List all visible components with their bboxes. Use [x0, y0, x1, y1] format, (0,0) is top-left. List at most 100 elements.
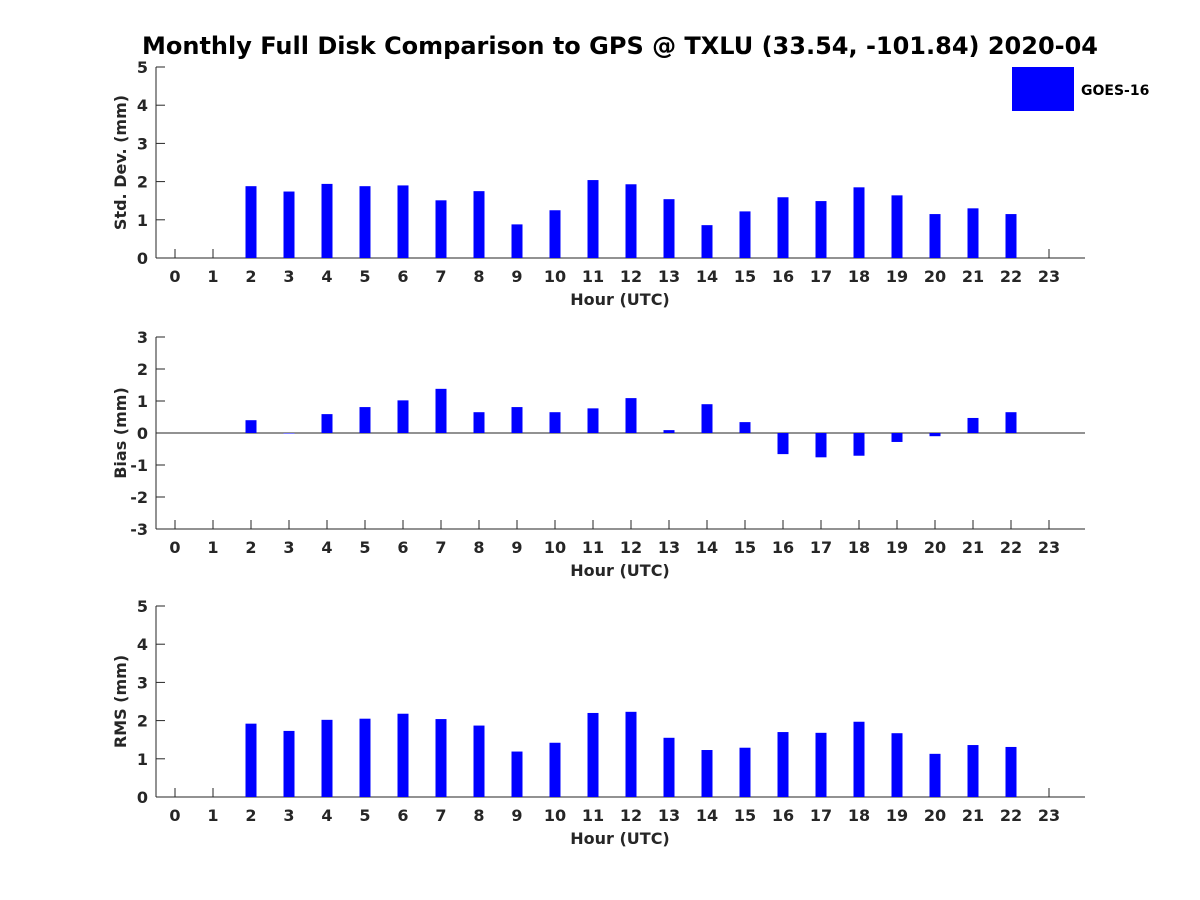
x-tick-label: 16	[772, 538, 794, 557]
x-tick-label: 6	[397, 538, 408, 557]
x-tick-label: 5	[359, 538, 370, 557]
x-tick-label: 14	[696, 267, 718, 286]
bar-hour-14	[701, 225, 713, 258]
x-tick-label: 15	[734, 267, 756, 286]
bar-hour-20	[929, 433, 941, 437]
bar-hour-13	[663, 199, 675, 258]
bar-hour-2	[245, 420, 257, 433]
y-tick-label: 5	[137, 58, 148, 77]
bar-hour-2	[245, 186, 257, 258]
bar-hour-16	[777, 197, 789, 258]
bar-hour-12	[625, 398, 637, 433]
x-tick-label: 17	[810, 806, 832, 825]
x-axis-label: Hour (UTC)	[570, 290, 670, 309]
bar-hour-2	[245, 723, 257, 797]
y-tick-label: 4	[137, 96, 148, 115]
y-tick-label: -1	[130, 456, 148, 475]
x-tick-label: 18	[848, 806, 870, 825]
x-tick-label: 21	[962, 806, 984, 825]
x-tick-label: 19	[886, 806, 908, 825]
x-tick-label: 2	[245, 267, 256, 286]
bar-hour-12	[625, 184, 637, 258]
x-tick-label: 8	[473, 267, 484, 286]
x-tick-label: 0	[169, 806, 180, 825]
legend: GOES-16	[1012, 67, 1149, 111]
x-tick-label: 23	[1038, 538, 1060, 557]
x-tick-label: 22	[1000, 538, 1022, 557]
bar-hour-10	[549, 210, 561, 258]
x-tick-label: 10	[544, 267, 566, 286]
x-tick-label: 21	[962, 267, 984, 286]
x-tick-label: 17	[810, 538, 832, 557]
x-tick-label: 10	[544, 538, 566, 557]
bar-hour-7	[435, 388, 447, 433]
bar-hour-4	[321, 719, 333, 797]
bar-hour-22	[1005, 214, 1017, 258]
x-tick-label: 9	[511, 267, 522, 286]
bar-hour-21	[967, 417, 979, 433]
x-tick-label: 9	[511, 538, 522, 557]
x-tick-label: 16	[772, 267, 794, 286]
x-tick-label: 13	[658, 806, 680, 825]
bar-hour-4	[321, 414, 333, 433]
chart-title: Monthly Full Disk Comparison to GPS @ TX…	[142, 32, 1098, 60]
x-tick-label: 17	[810, 267, 832, 286]
x-tick-label: 6	[397, 806, 408, 825]
bar-hour-18	[853, 721, 865, 797]
bar-hour-6	[397, 713, 409, 797]
x-tick-label: 6	[397, 267, 408, 286]
x-tick-label: 18	[848, 538, 870, 557]
x-tick-label: 5	[359, 806, 370, 825]
bar-hour-20	[929, 753, 941, 797]
bar-hour-9	[511, 751, 523, 797]
bar-hour-18	[853, 187, 865, 258]
bar-hour-5	[359, 186, 371, 258]
x-tick-label: 10	[544, 806, 566, 825]
x-tick-label: 20	[924, 806, 946, 825]
legend-swatch	[1012, 67, 1074, 111]
bar-hour-12	[625, 711, 637, 797]
bar-hour-8	[473, 191, 485, 258]
x-tick-label: 18	[848, 267, 870, 286]
bar-hour-3	[283, 433, 295, 434]
bar-hour-18	[853, 433, 865, 456]
y-axis-label: Bias (mm)	[111, 387, 130, 479]
y-tick-label: -2	[130, 488, 148, 507]
x-tick-label: 2	[245, 538, 256, 557]
x-tick-label: 23	[1038, 806, 1060, 825]
bar-hour-11	[587, 180, 599, 258]
x-tick-label: 8	[473, 538, 484, 557]
y-axis-label: Std. Dev. (mm)	[111, 95, 130, 230]
bar-hour-15	[739, 422, 751, 433]
x-tick-label: 12	[620, 538, 642, 557]
bar-hour-17	[815, 732, 827, 797]
x-tick-label: 1	[207, 806, 218, 825]
x-tick-label: 4	[321, 538, 332, 557]
y-tick-label: 3	[137, 328, 148, 347]
x-tick-label: 2	[245, 806, 256, 825]
x-tick-label: 13	[658, 538, 680, 557]
x-tick-label: 13	[658, 267, 680, 286]
x-tick-label: 19	[886, 267, 908, 286]
x-tick-label: 20	[924, 538, 946, 557]
y-tick-label: 1	[137, 392, 148, 411]
x-tick-label: 20	[924, 267, 946, 286]
y-tick-label: 0	[137, 424, 148, 443]
bar-hour-17	[815, 201, 827, 258]
bar-hour-16	[777, 433, 789, 455]
y-tick-label: 5	[137, 597, 148, 616]
bar-hour-21	[967, 208, 979, 258]
x-tick-label: 14	[696, 538, 718, 557]
x-tick-label: 5	[359, 267, 370, 286]
x-tick-label: 21	[962, 538, 984, 557]
x-tick-label: 0	[169, 538, 180, 557]
bar-hour-8	[473, 412, 485, 433]
x-tick-label: 11	[582, 267, 604, 286]
x-axis-label: Hour (UTC)	[570, 561, 670, 580]
bar-hour-11	[587, 408, 599, 433]
